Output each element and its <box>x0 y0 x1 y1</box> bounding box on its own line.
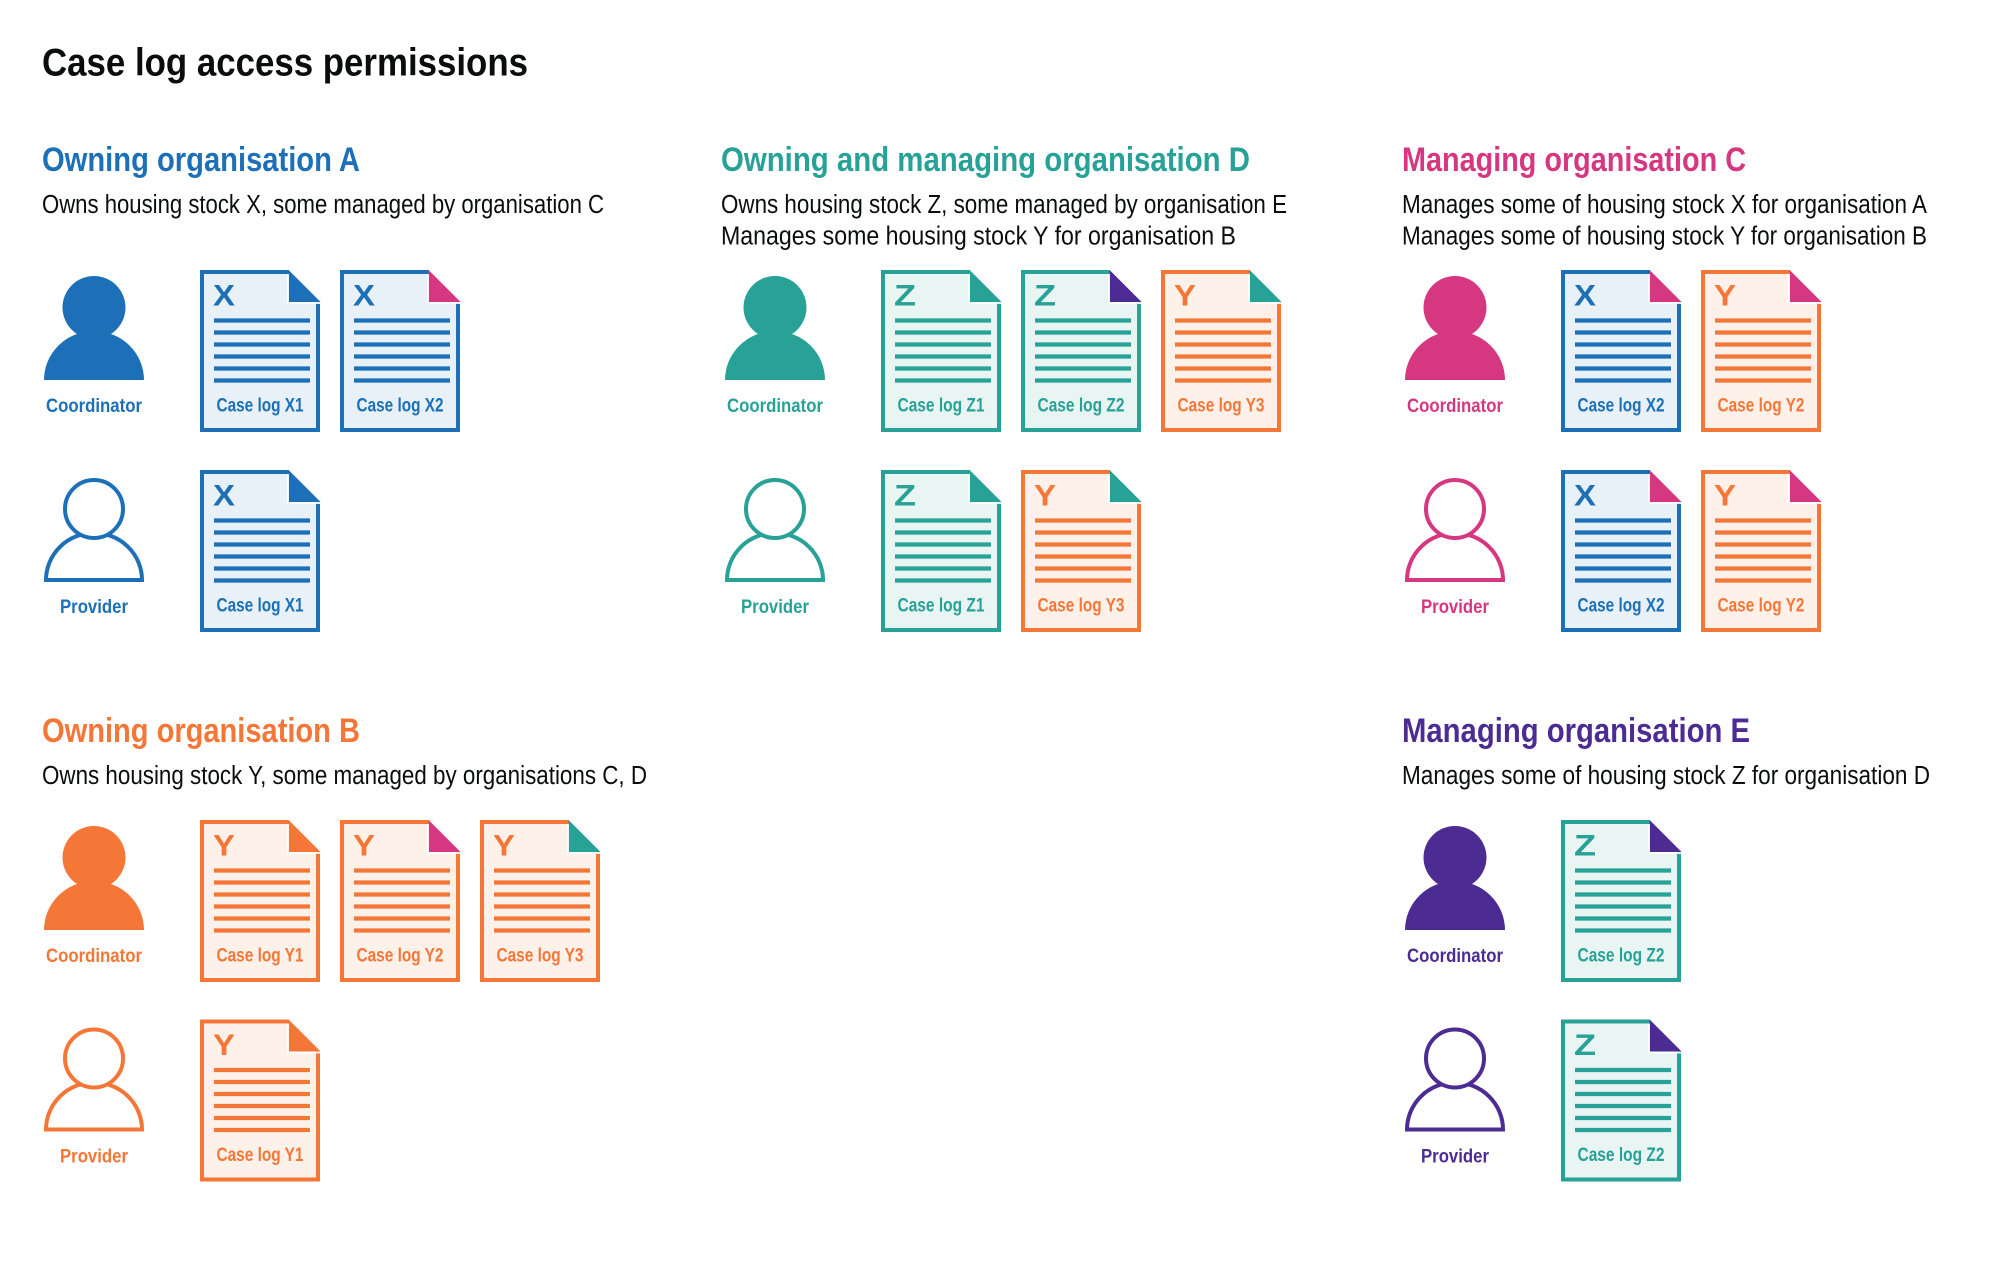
svg-text:Coordinator: Coordinator <box>46 396 143 417</box>
svg-text:Manages some of housing stock: Manages some of housing stock Y for orga… <box>1402 223 1927 251</box>
svg-text:Case log X2: Case log X2 <box>357 396 444 417</box>
svg-text:Case log Z1: Case log Z1 <box>898 596 985 617</box>
svg-text:Owns housing stock X, some man: Owns housing stock X, some managed by or… <box>42 191 604 219</box>
svg-text:Case log Y3: Case log Y3 <box>1038 596 1125 617</box>
svg-text:Case log Y1: Case log Y1 <box>217 946 304 967</box>
svg-text:Z: Z <box>1574 1029 1596 1062</box>
svg-text:Coordinator: Coordinator <box>727 396 824 417</box>
svg-text:Case log Y2: Case log Y2 <box>357 946 444 967</box>
svg-text:Z: Z <box>894 480 916 513</box>
svg-text:Case log Z2: Case log Z2 <box>1578 1145 1665 1166</box>
svg-text:Case log Y2: Case log Y2 <box>1718 596 1805 617</box>
svg-text:Owns housing stock Y, some man: Owns housing stock Y, some managed by or… <box>42 762 647 790</box>
svg-text:Case log Y2: Case log Y2 <box>1718 396 1805 417</box>
svg-text:Y: Y <box>213 1029 235 1062</box>
svg-text:Provider: Provider <box>60 597 129 618</box>
svg-text:Y: Y <box>493 830 515 863</box>
svg-text:Coordinator: Coordinator <box>1407 946 1504 967</box>
svg-text:Coordinator: Coordinator <box>1407 396 1504 417</box>
svg-text:Coordinator: Coordinator <box>46 946 143 967</box>
svg-text:Managing organisation C: Managing organisation C <box>1402 141 1746 179</box>
svg-text:Z: Z <box>1034 280 1056 313</box>
svg-text:Provider: Provider <box>60 1147 129 1168</box>
svg-text:Y: Y <box>1714 280 1736 313</box>
svg-text:Case log X1: Case log X1 <box>217 396 304 417</box>
svg-text:X: X <box>1574 280 1596 313</box>
svg-text:Case log access permissions: Case log access permissions <box>42 42 528 85</box>
svg-text:Manages some housing stock Y f: Manages some housing stock Y for organis… <box>721 223 1236 251</box>
svg-text:Case log Z2: Case log Z2 <box>1578 946 1665 967</box>
svg-text:Case log X2: Case log X2 <box>1578 596 1665 617</box>
svg-text:Provider: Provider <box>1421 597 1490 618</box>
svg-text:Case log Z1: Case log Z1 <box>898 396 985 417</box>
svg-text:Provider: Provider <box>1421 1147 1490 1168</box>
svg-text:Owns housing stock Z, some man: Owns housing stock Z, some managed by or… <box>721 191 1287 219</box>
svg-text:Case log Y3: Case log Y3 <box>497 946 584 967</box>
svg-text:Case log Y3: Case log Y3 <box>1178 396 1265 417</box>
svg-text:Owning and managing organisati: Owning and managing organisation D <box>721 141 1250 179</box>
svg-text:X: X <box>353 280 375 313</box>
svg-text:Y: Y <box>1174 280 1196 313</box>
svg-text:Owning organisation B: Owning organisation B <box>42 712 360 750</box>
svg-text:Manages some of housing stock: Manages some of housing stock Z for orga… <box>1402 762 1930 790</box>
svg-text:Y: Y <box>353 830 375 863</box>
svg-text:Provider: Provider <box>741 597 810 618</box>
svg-text:Y: Y <box>213 830 235 863</box>
svg-text:X: X <box>1574 480 1596 513</box>
svg-text:X: X <box>213 280 235 313</box>
svg-text:Case log X1: Case log X1 <box>217 596 304 617</box>
svg-text:Owning organisation A: Owning organisation A <box>42 141 360 179</box>
svg-text:Z: Z <box>894 280 916 313</box>
svg-text:Case log X2: Case log X2 <box>1578 396 1665 417</box>
svg-text:Y: Y <box>1034 480 1056 513</box>
svg-text:Managing organisation E: Managing organisation E <box>1402 712 1750 750</box>
svg-text:X: X <box>213 480 235 513</box>
svg-text:Y: Y <box>1714 480 1736 513</box>
svg-text:Case log Y1: Case log Y1 <box>217 1145 304 1166</box>
svg-text:Case log Z2: Case log Z2 <box>1038 396 1125 417</box>
svg-text:Manages some of housing stock: Manages some of housing stock X for orga… <box>1402 191 1927 219</box>
svg-text:Z: Z <box>1574 830 1596 863</box>
